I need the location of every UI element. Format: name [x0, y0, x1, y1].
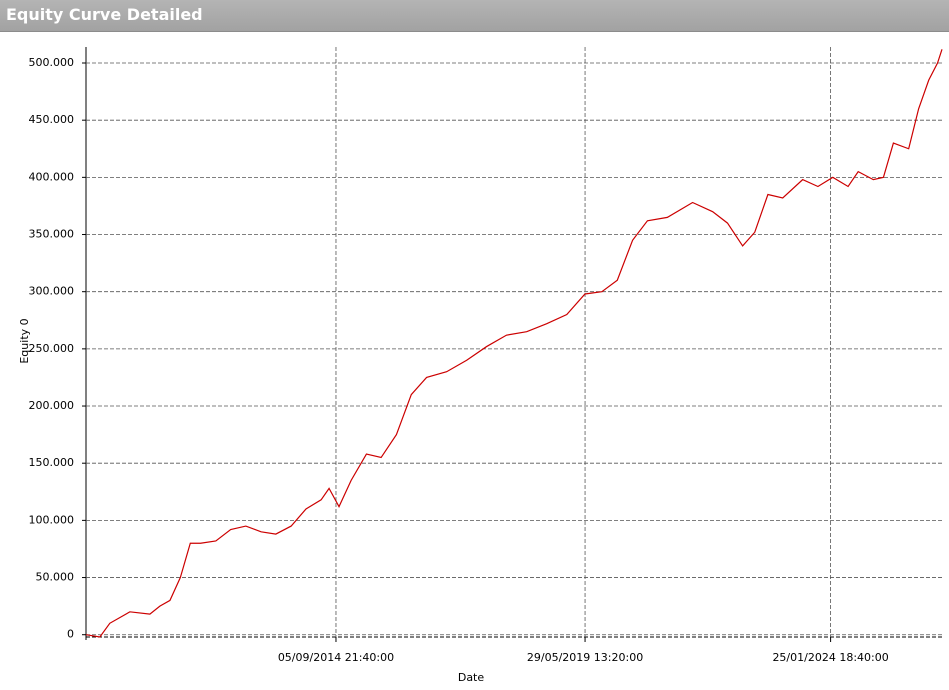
y-tick-label: 250.000 — [29, 342, 75, 355]
equity-line — [85, 49, 943, 638]
x-axis-label: Date — [458, 671, 485, 684]
y-tick-label: 300.000 — [29, 285, 75, 298]
y-tick-label: 500.000 — [29, 56, 75, 69]
y-tick-label: 150.000 — [29, 456, 75, 469]
y-tick-label: 0 — [67, 628, 74, 641]
x-tick-label: 29/05/2019 13:20:00 — [527, 651, 643, 664]
chart-title: Equity Curve Detailed — [6, 5, 203, 24]
y-tick-label: 50.000 — [36, 571, 75, 584]
x-tick-label: 25/01/2024 18:40:00 — [772, 651, 888, 664]
y-tick-label: 100.000 — [29, 513, 75, 526]
x-tick-label: 05/09/2014 21:40:00 — [278, 651, 394, 664]
y-tick-label: 350.000 — [29, 228, 75, 241]
y-tick-label: 400.000 — [29, 170, 75, 183]
header-bar: Equity Curve Detailed — [0, 0, 949, 32]
y-tick-label: 200.000 — [29, 399, 75, 412]
y-axis-label: Equity 0 — [18, 318, 31, 363]
y-tick-label: 450.000 — [29, 113, 75, 126]
